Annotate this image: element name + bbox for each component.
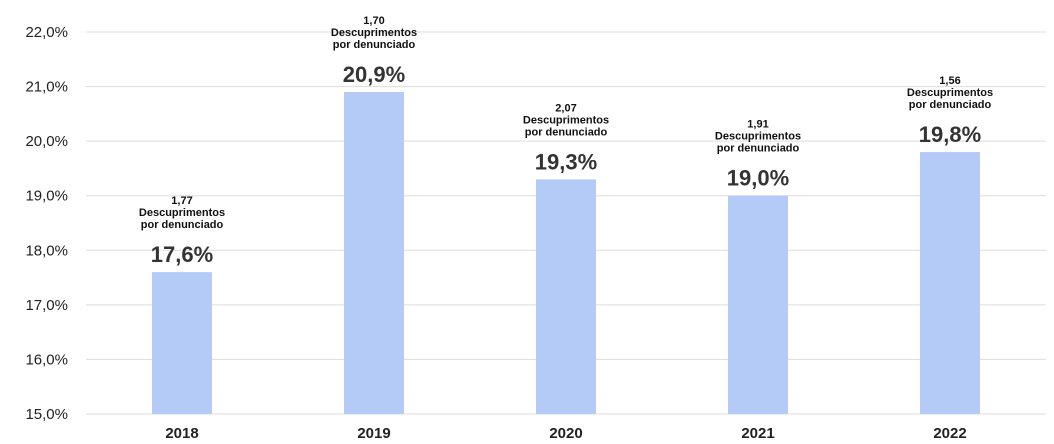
annotation-line: Descuprimentos <box>523 114 609 126</box>
x-category-label: 2020 <box>549 425 582 442</box>
annotation-line: 2,07 <box>555 102 576 114</box>
y-tick-label: 22,0% <box>25 24 68 41</box>
annotation-line: por denunciado <box>525 126 608 138</box>
value-label: 19,0% <box>727 166 789 191</box>
annotation-line: 1,70 <box>363 15 384 27</box>
y-tick-label: 17,0% <box>25 297 68 314</box>
annotation-line: 1,77 <box>171 195 192 207</box>
annotation-line: Descuprimentos <box>331 27 417 39</box>
bar-2022 <box>920 152 980 415</box>
value-label: 19,3% <box>535 149 597 174</box>
x-category-label: 2022 <box>933 425 966 442</box>
value-label: 19,8% <box>919 122 981 147</box>
x-category-label: 2019 <box>357 425 390 442</box>
annotation-line: por denunciado <box>333 39 416 51</box>
annotation-line: por denunciado <box>909 99 992 111</box>
bar-2020 <box>536 179 596 414</box>
x-axis-categories: 2018 2019 2020 2021 2022 <box>165 425 966 442</box>
y-axis-ticks: 15,0% 16,0% 17,0% 18,0% 19,0% 20,0% 21,0% 22,0% <box>25 24 68 423</box>
annotation-line: por denunciado <box>717 143 800 155</box>
y-tick-label: 20,0% <box>25 133 68 150</box>
bar-2018 <box>152 272 212 414</box>
y-tick-label: 15,0% <box>25 406 68 423</box>
y-tick-label: 21,0% <box>25 79 68 96</box>
annotation-line: Descuprimentos <box>907 87 993 99</box>
annotation-line: 1,56 <box>939 75 960 87</box>
y-tick-label: 16,0% <box>25 351 68 368</box>
value-labels: 17,6% 20,9% 19,3% 19,0% 19,8% <box>151 62 981 267</box>
annotation-line: Descuprimentos <box>715 131 801 143</box>
annotation-line: por denunciado <box>141 219 224 231</box>
value-label: 20,9% <box>343 62 405 87</box>
value-label: 17,6% <box>151 242 213 267</box>
bars <box>152 92 980 415</box>
annotation-line: 1,91 <box>747 119 768 131</box>
bar-2021 <box>728 195 788 414</box>
bar-2019 <box>344 92 404 415</box>
annotation-line: Descuprimentos <box>139 207 225 219</box>
x-category-label: 2021 <box>741 425 774 442</box>
x-category-label: 2018 <box>165 425 198 442</box>
y-tick-label: 18,0% <box>25 242 68 259</box>
y-tick-label: 19,0% <box>25 188 68 205</box>
